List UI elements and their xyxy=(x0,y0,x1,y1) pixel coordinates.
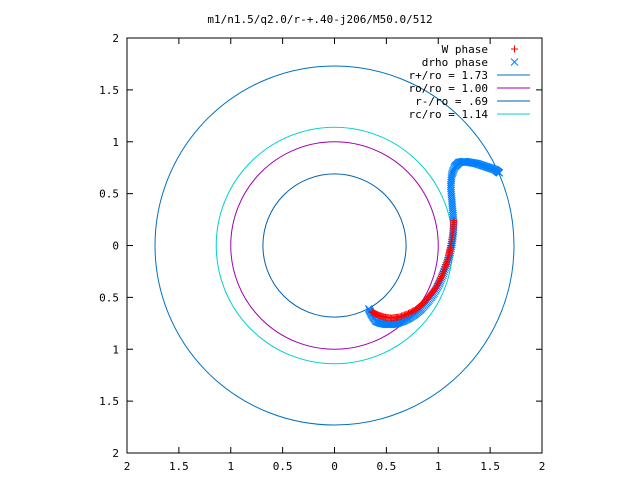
data-point xyxy=(444,255,452,263)
data-point xyxy=(443,259,451,267)
data-point xyxy=(435,278,443,286)
y-tick-label: 1 xyxy=(112,343,119,356)
x-tick-label: 2 xyxy=(124,460,131,473)
circle-series-5 xyxy=(215,126,454,365)
legend-label-4: r-/ro = .69 xyxy=(415,95,488,108)
x-tick-label: 0.5 xyxy=(273,460,293,473)
axis-ticks: 2 1.5 1 0.5 0 0.5 1 1.5 221.510.500.511.52 xyxy=(99,32,545,473)
circle-series-2 xyxy=(154,65,515,426)
x-tick-label: 1.5 xyxy=(169,460,189,473)
data-point xyxy=(442,261,450,269)
x-tick-label: 1 xyxy=(435,460,442,473)
data-point xyxy=(447,171,456,179)
data-point xyxy=(442,262,450,270)
y-tick-label: 1.5 xyxy=(99,395,119,408)
data-point xyxy=(449,166,458,175)
data-point xyxy=(440,266,448,274)
legend-label-0: W phase xyxy=(442,43,488,56)
legend-swatch-1 xyxy=(510,58,519,66)
data-point xyxy=(432,283,440,291)
data-point xyxy=(441,264,449,272)
data-point xyxy=(443,257,451,265)
data-point xyxy=(448,169,457,178)
x-tick-label: 2 xyxy=(539,460,546,473)
data-point xyxy=(444,254,452,262)
data-point xyxy=(450,217,458,225)
circle-series-3 xyxy=(230,141,439,350)
y-tick-label: 2 xyxy=(112,447,119,460)
y-tick-label: 0.5 xyxy=(99,291,119,304)
data-point xyxy=(439,269,447,277)
data-point xyxy=(495,169,504,177)
x-tick-label: 0 xyxy=(331,460,338,473)
data-point xyxy=(437,273,445,281)
legend-label-5: rc/ro = 1.14 xyxy=(409,108,489,121)
y-tick-label: 1.5 xyxy=(99,84,119,97)
data-point xyxy=(434,280,442,288)
chart-title: m1/n1.5/q2.0/r-+.40-j206/M50.0/512 xyxy=(207,13,432,26)
legend-label-1: drho phase xyxy=(422,56,488,69)
data-point xyxy=(448,168,457,177)
data-point xyxy=(436,276,444,284)
y-tick-label: 0.5 xyxy=(99,188,119,201)
legend-label-2: r+/ro = 1.73 xyxy=(409,69,488,82)
data-point xyxy=(433,281,441,289)
y-tick-label: 2 xyxy=(112,32,119,45)
y-tick-label: 1 xyxy=(112,136,119,149)
data-point xyxy=(438,271,446,279)
y-tick-label: 0 xyxy=(112,240,119,253)
circle-series-4 xyxy=(262,173,407,318)
circle-series-group xyxy=(154,65,515,426)
data-point xyxy=(439,267,447,275)
point-series-group xyxy=(364,157,504,329)
data-point xyxy=(436,274,444,282)
legend-label-3: ro/ro = 1.00 xyxy=(409,82,488,95)
legend-swatch-0 xyxy=(511,45,518,53)
point-series-1 xyxy=(364,157,504,329)
x-tick-label: 1 xyxy=(227,460,234,473)
x-tick-label: 1.5 xyxy=(480,460,500,473)
point-series-0 xyxy=(368,217,458,322)
x-tick-label: 0.5 xyxy=(376,460,396,473)
